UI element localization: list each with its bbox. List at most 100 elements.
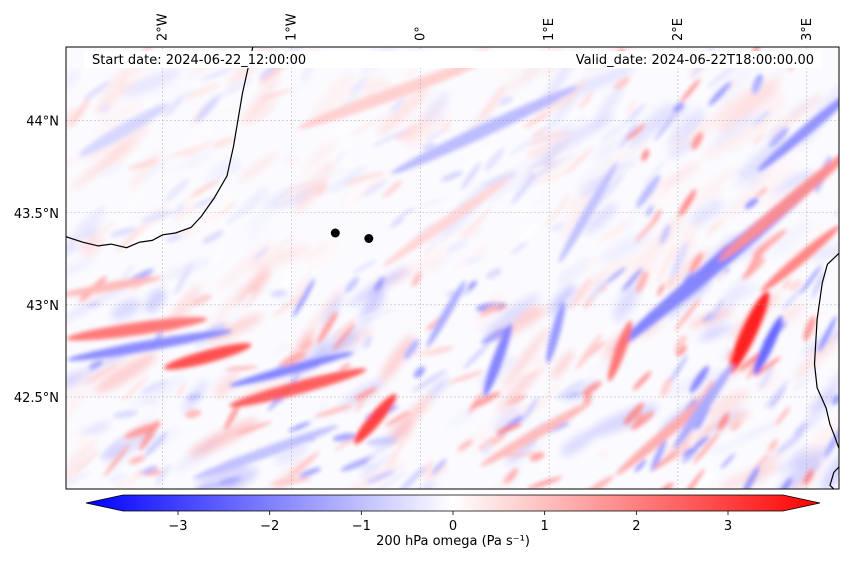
omega-streak bbox=[504, 451, 536, 458]
omega-streak bbox=[164, 178, 190, 202]
omega-wash-patch bbox=[425, 91, 450, 124]
omega-wash-patch bbox=[360, 287, 385, 323]
omega-streak bbox=[253, 246, 270, 260]
omega-streak bbox=[83, 81, 110, 101]
omega-streak bbox=[100, 436, 124, 460]
omega-streak bbox=[425, 130, 444, 142]
omega-streak bbox=[482, 442, 492, 456]
omega-streak bbox=[575, 333, 603, 370]
omega-streak bbox=[463, 342, 490, 370]
omega-streak bbox=[689, 365, 710, 394]
omega-streak bbox=[692, 431, 721, 465]
omega-streak bbox=[717, 412, 730, 431]
omega-streak bbox=[523, 113, 549, 129]
omega-wash-patch bbox=[325, 166, 368, 194]
omega-streak bbox=[599, 118, 632, 143]
omega-wash-patch bbox=[592, 83, 624, 131]
omega-streak bbox=[744, 197, 759, 209]
omega-streak bbox=[114, 471, 148, 489]
omega-streak bbox=[562, 194, 584, 210]
omega-streak bbox=[341, 216, 364, 230]
gridlines bbox=[66, 47, 839, 489]
omega-streak bbox=[225, 200, 257, 225]
omega-feature bbox=[615, 392, 715, 476]
omega-streak bbox=[332, 322, 356, 351]
omega-feature bbox=[753, 316, 783, 375]
omega-feature bbox=[164, 343, 252, 370]
omega-streak bbox=[481, 326, 511, 345]
omega-streak bbox=[238, 209, 270, 232]
omega-streak bbox=[632, 371, 652, 391]
omega-streak bbox=[310, 82, 328, 94]
omega-streak bbox=[314, 404, 353, 418]
omega-streak bbox=[756, 454, 770, 468]
omega-wash-patch bbox=[322, 293, 344, 327]
omega-streak bbox=[121, 376, 149, 402]
omega-streak bbox=[498, 96, 514, 106]
omega-wash-patch bbox=[613, 282, 640, 322]
omega-streak bbox=[550, 222, 565, 232]
omega-streak bbox=[532, 164, 545, 174]
omega-streak bbox=[480, 85, 505, 119]
omega-streak bbox=[315, 183, 327, 195]
omega-streak bbox=[636, 174, 661, 208]
omega-wash-patch bbox=[721, 283, 758, 304]
omega-wash-patch bbox=[249, 244, 311, 271]
omega-streak bbox=[311, 396, 330, 426]
omega-streak bbox=[344, 276, 360, 294]
omega-streak bbox=[128, 455, 146, 465]
omega-streak bbox=[108, 473, 127, 483]
omega-wash-patch bbox=[810, 239, 839, 261]
omega-wash-patch bbox=[657, 172, 730, 202]
omega-streak bbox=[94, 221, 117, 236]
omega-streak bbox=[821, 65, 839, 98]
omega-streak bbox=[558, 269, 571, 282]
omega-wash-patch bbox=[717, 75, 783, 116]
omega-streak bbox=[627, 103, 646, 123]
omega-streak bbox=[752, 228, 787, 257]
omega-streak bbox=[803, 315, 816, 342]
omega-streak bbox=[66, 156, 74, 168]
omega-streak bbox=[707, 63, 738, 89]
colorbar-tick-label: 0 bbox=[449, 519, 457, 534]
omega-streak bbox=[682, 435, 710, 457]
omega-streak bbox=[366, 437, 397, 446]
colorbar-tick-label: 2 bbox=[632, 519, 640, 534]
omega-streak bbox=[411, 369, 448, 393]
omega-streak bbox=[288, 451, 320, 479]
omega-streak bbox=[674, 297, 702, 332]
omega-streak bbox=[183, 140, 213, 159]
omega-streak bbox=[423, 345, 455, 356]
omega-streak bbox=[127, 159, 159, 170]
omega-streak bbox=[709, 298, 724, 323]
omega-streak bbox=[344, 171, 385, 185]
omega-streak bbox=[274, 108, 290, 129]
omega-streak bbox=[342, 178, 372, 206]
longitude-tick-label: 2°E bbox=[671, 18, 686, 41]
omega-wash-patch bbox=[71, 140, 135, 190]
omega-streak bbox=[278, 352, 306, 368]
omega-wash-patch bbox=[755, 93, 787, 130]
omega-streak bbox=[210, 254, 224, 264]
omega-wash-patch bbox=[380, 335, 415, 383]
omega-streak bbox=[214, 79, 254, 100]
omega-streak bbox=[759, 366, 774, 390]
omega-streak bbox=[382, 180, 403, 199]
omega-streak bbox=[562, 147, 594, 177]
omega-streak bbox=[371, 129, 409, 147]
omega-feature bbox=[480, 401, 593, 467]
omega-streak bbox=[449, 370, 484, 384]
omega-feature bbox=[229, 352, 354, 387]
omega-streak bbox=[352, 259, 377, 274]
omega-streak bbox=[440, 171, 464, 182]
omega-streak bbox=[619, 121, 638, 149]
omega-streak bbox=[190, 179, 219, 198]
omega-streak bbox=[365, 470, 396, 484]
omega-streak bbox=[298, 467, 321, 478]
omega-streak bbox=[194, 338, 209, 348]
omega-streak bbox=[660, 376, 673, 398]
omega-wash-patch bbox=[813, 447, 839, 464]
omega-streak bbox=[507, 394, 527, 405]
omega-streak bbox=[799, 265, 822, 295]
omega-streak bbox=[654, 112, 677, 142]
